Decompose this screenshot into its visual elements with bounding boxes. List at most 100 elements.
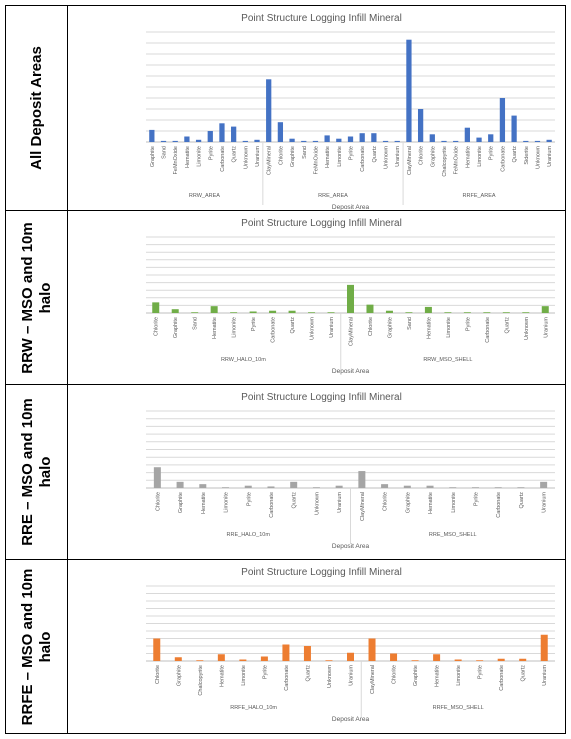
x-axis-title: Deposit Area [332, 368, 370, 375]
x-tick-label: Unknown [535, 146, 541, 169]
bar [153, 467, 161, 488]
bar [195, 139, 202, 142]
x-tick-label: Limonite [197, 146, 203, 167]
row-label-line: halo [36, 282, 54, 313]
bar [464, 127, 470, 142]
bar [540, 634, 548, 661]
x-tick-label: Uranium [547, 146, 553, 167]
chart: Point Structure Logging Infill Mineral Gr… [146, 13, 555, 210]
bar [449, 487, 457, 488]
x-tick-label: Graphite [290, 146, 296, 167]
x-tick-label: Pyrite [208, 146, 214, 160]
bar [282, 644, 290, 661]
x-tick-label: Sand [193, 317, 199, 330]
x-tick-label: Quartz [519, 492, 525, 509]
row-label-cell: RRW – MSO and 10m halo [6, 211, 68, 384]
x-tick-label: Carbonate [284, 665, 290, 691]
bar [301, 140, 307, 142]
bar [540, 481, 548, 488]
x-tick-label: FeMnOxide [454, 146, 460, 174]
bar [269, 310, 277, 313]
chart-cell: Point Structure Logging Infill Mineral Ch… [68, 211, 565, 384]
chart: Point Structure Logging Infill Mineral Ch… [146, 218, 555, 375]
group-label: RRE_MSO_SHELL [429, 532, 477, 538]
x-tick-label: Hematite [426, 317, 432, 339]
bar [327, 312, 335, 313]
x-tick-label: Hematite [201, 492, 207, 514]
bar [406, 39, 412, 143]
bar [471, 487, 479, 488]
bar [174, 657, 182, 661]
x-tick-label: Quartz [292, 492, 298, 509]
x-tick-label: Unknown [384, 146, 390, 169]
table-row: RRFE – MSO and 10m halo Point Structure Lo… [6, 560, 565, 733]
x-tick-label: Uranium [329, 317, 335, 338]
x-tick-label: Uranium [542, 665, 548, 686]
bar [199, 484, 207, 488]
bar [266, 79, 272, 142]
x-tick-label: Unknown [310, 317, 316, 340]
chart-title: Point Structure Logging Infill Mineral [241, 13, 402, 24]
bar [358, 471, 366, 488]
table-row: All Deposit Areas Point Structure Logging… [6, 6, 565, 211]
bar [336, 138, 342, 142]
x-tick-label: Pyrite [489, 146, 495, 160]
x-tick-label: ClayMineral [267, 146, 273, 175]
chart-title: Point Structure Logging Infill Mineral [241, 218, 402, 229]
x-tick-label: Chlorite [419, 146, 425, 165]
x-tick-label: Graphite [178, 492, 184, 513]
bar [153, 638, 161, 661]
x-tick-label: Pyrite [251, 317, 257, 331]
row-label-cell: RRFE – MSO and 10m halo [6, 560, 68, 733]
x-tick-label: Graphite [405, 492, 411, 513]
bar [288, 310, 296, 313]
x-tick-label: Uranium [543, 317, 549, 338]
x-tick-label: Chlorite [392, 665, 398, 684]
x-tick-label: Graphite [176, 665, 182, 686]
x-tick-label: Chalcopyrite [198, 665, 204, 696]
bar [429, 134, 435, 142]
x-tick-label: Carbonate [269, 492, 275, 518]
x-axis-title: Deposit Area [332, 204, 370, 210]
x-tick-label: Hematite [212, 317, 218, 339]
row-label: RRE – MSO and 10m halo [19, 398, 55, 546]
x-tick-label: Uranium [349, 665, 355, 686]
x-tick-label: Chlorite [155, 492, 161, 511]
bar [382, 140, 389, 142]
x-tick-label: Hematite [185, 146, 191, 168]
x-tick-label: Quartz [232, 146, 238, 163]
x-tick-label: Unknown [524, 317, 530, 340]
chart-cell: Point Structure Logging Infill Mineral Gr… [68, 6, 565, 210]
x-tick-label: Hematite [435, 665, 441, 687]
bar [454, 659, 462, 661]
group-label: RRW_MSO_SHELL [423, 357, 472, 363]
row-label-line: RRW – MSO and 10m [18, 221, 36, 374]
bar [176, 481, 184, 488]
bar [463, 312, 471, 313]
x-tick-label: FeMnOxide [313, 146, 319, 174]
row-label: RRW – MSO and 10m halo [19, 222, 55, 373]
x-tick-label: Limonite [241, 665, 247, 686]
row-label-line: halo [36, 631, 54, 662]
x-tick-label: Chlorite [278, 146, 284, 165]
x-tick-label: Chlorite [154, 317, 160, 336]
bar [424, 306, 432, 313]
x-tick-label: Graphite [430, 146, 436, 167]
x-tick-label: Hematite [325, 146, 331, 168]
group-label: RRE_HALO_10m [227, 532, 271, 538]
bar [385, 310, 393, 313]
bar [184, 136, 190, 142]
bar [172, 140, 178, 142]
bar [417, 109, 424, 142]
x-tick-label: Quartz [504, 317, 510, 334]
bar [325, 660, 333, 661]
bar [191, 312, 199, 313]
group-label: RRW_AREA [189, 193, 220, 199]
row-label-line: halo [36, 456, 54, 488]
bar [483, 312, 491, 313]
bar [359, 133, 365, 142]
bar [403, 485, 411, 488]
x-tick-label: ClayMineral [349, 317, 355, 346]
bar [217, 654, 225, 661]
x-tick-label: Uranium [255, 146, 261, 167]
